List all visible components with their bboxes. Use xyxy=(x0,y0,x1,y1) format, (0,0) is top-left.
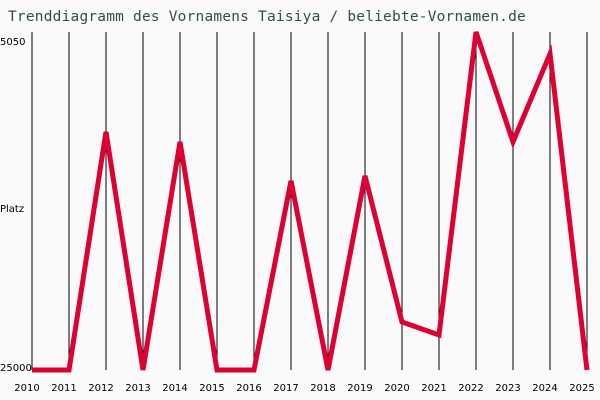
x-axis-labels: 2010 2011 2012 2013 2014 2015 2016 2017 2018 2019… xyxy=(14,383,594,394)
x-tick-label: 2018 xyxy=(310,383,335,394)
y-axis-title: Platz xyxy=(0,204,24,215)
x-tick-label: 2010 xyxy=(14,383,39,394)
x-tick-label: 2013 xyxy=(125,383,150,394)
y-axis-labels: 5050 Platz 25000 xyxy=(0,37,32,374)
x-tick-label: 2012 xyxy=(88,383,113,394)
x-tick-label: 2021 xyxy=(421,383,446,394)
y-tick-bottom: 25000 xyxy=(0,363,32,374)
x-tick-label: 2024 xyxy=(532,383,557,394)
trend-line xyxy=(32,31,590,373)
x-tick-label: 2025 xyxy=(569,383,594,394)
y-tick-top: 5050 xyxy=(0,37,25,48)
x-tick-label: 2016 xyxy=(236,383,261,394)
x-tick-label: 2023 xyxy=(495,383,520,394)
x-tick-label: 2022 xyxy=(458,383,483,394)
x-tick-label: 2015 xyxy=(199,383,224,394)
x-tick-label: 2017 xyxy=(273,383,298,394)
x-tick-label: 2020 xyxy=(384,383,409,394)
chart-title: Trenddiagramm des Vornamens Taisiya / be… xyxy=(8,9,526,25)
x-tick-label: 2014 xyxy=(162,383,187,394)
x-tick-label: 2011 xyxy=(51,383,76,394)
x-tick-label: 2019 xyxy=(347,383,372,394)
